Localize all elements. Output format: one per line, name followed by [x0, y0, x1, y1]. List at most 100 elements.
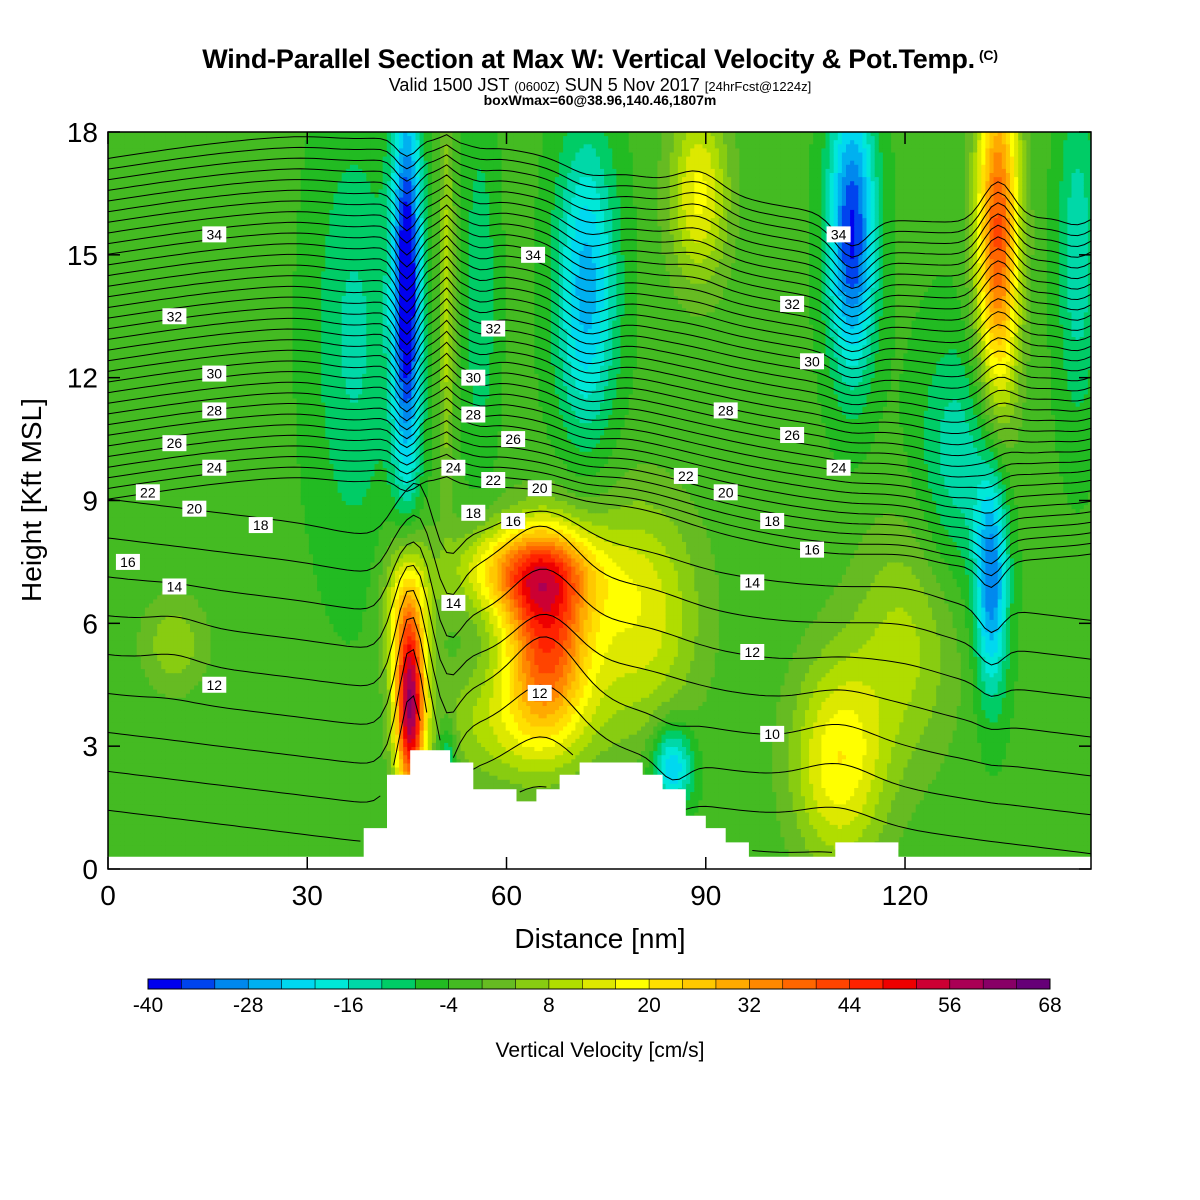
w-cell: [116, 452, 121, 457]
w-cell: [161, 534, 166, 539]
w-cell: [137, 850, 142, 855]
w-cell: [165, 727, 170, 732]
w-cell: [165, 407, 170, 412]
w-cell: [157, 345, 162, 350]
w-cell: [145, 825, 150, 830]
w-cell: [157, 706, 162, 711]
w-cell: [120, 481, 125, 486]
w-cell: [124, 821, 129, 826]
w-cell: [141, 686, 146, 691]
w-cell: [120, 669, 125, 674]
w-cell: [133, 804, 138, 809]
w-cell: [133, 177, 138, 182]
w-cell: [161, 136, 166, 141]
w-cell: [161, 481, 166, 486]
w-cell: [141, 390, 146, 395]
w-cell: [112, 173, 117, 178]
w-cell: [129, 308, 134, 313]
w-cell: [116, 349, 121, 354]
w-cell: [145, 345, 150, 350]
w-cell: [137, 673, 142, 678]
w-cell: [165, 300, 170, 305]
w-cell: [137, 645, 142, 650]
w-cell: [157, 366, 162, 371]
w-cell: [141, 189, 146, 194]
w-cell: [149, 800, 154, 805]
w-cell: [165, 214, 170, 219]
w-cell: [137, 768, 142, 773]
w-cell: [165, 161, 170, 166]
w-cell: [133, 304, 138, 309]
w-cell: [133, 661, 138, 666]
w-cell: [165, 267, 170, 272]
w-cell: [116, 624, 121, 629]
w-cell: [116, 768, 121, 773]
w-cell: [133, 202, 138, 207]
w-cell: [120, 423, 125, 428]
w-cell: [124, 587, 129, 592]
w-cell: [157, 386, 162, 391]
w-cell: [124, 276, 129, 281]
w-cell: [149, 583, 154, 588]
w-cell: [120, 653, 125, 658]
w-cell: [141, 763, 146, 768]
w-cell: [149, 140, 154, 145]
w-cell: [112, 718, 117, 723]
w-cell: [145, 850, 150, 855]
w-cell: [137, 230, 142, 235]
w-cell: [161, 780, 166, 785]
w-cell: [124, 722, 129, 727]
w-cell: [157, 739, 162, 744]
w-cell: [145, 165, 150, 170]
w-cell: [145, 796, 150, 801]
w-cell: [161, 809, 166, 814]
w-cell: [149, 534, 154, 539]
w-cell: [124, 362, 129, 367]
w-cell: [133, 821, 138, 826]
w-cell: [133, 714, 138, 719]
w-cell: [161, 399, 166, 404]
w-cell: [116, 321, 121, 326]
w-cell: [153, 399, 158, 404]
w-cell: [133, 845, 138, 850]
w-cell: [141, 673, 146, 678]
w-cell: [116, 386, 121, 391]
w-cell: [124, 517, 129, 522]
w-cell: [161, 407, 166, 412]
w-cell: [120, 181, 125, 186]
w-cell: [129, 776, 134, 781]
w-cell: [145, 792, 150, 797]
w-cell: [137, 624, 142, 629]
w-cell: [153, 464, 158, 469]
w-cell: [124, 702, 129, 707]
w-cell: [157, 247, 162, 252]
w-cell: [133, 288, 138, 293]
w-cell: [116, 362, 121, 367]
w-cell: [141, 345, 146, 350]
w-cell: [133, 595, 138, 600]
w-cell: [133, 575, 138, 580]
w-cell: [124, 604, 129, 609]
w-cell: [116, 681, 121, 686]
w-cell: [116, 739, 121, 744]
w-cell: [129, 317, 134, 322]
w-cell: [120, 690, 125, 695]
w-cell: [120, 501, 125, 506]
w-cell: [120, 300, 125, 305]
w-cell: [149, 620, 154, 625]
w-cell: [120, 780, 125, 785]
w-cell: [161, 362, 166, 367]
w-cell: [116, 796, 121, 801]
w-cell: [161, 325, 166, 330]
w-cell: [124, 222, 129, 227]
w-cell: [157, 230, 162, 235]
w-cell: [141, 665, 146, 670]
w-cell: [149, 362, 154, 367]
w-cell: [137, 829, 142, 834]
w-cell: [116, 579, 121, 584]
w-cell: [116, 333, 121, 338]
w-cell: [165, 345, 170, 350]
w-cell: [124, 214, 129, 219]
w-cell: [153, 312, 158, 317]
w-cell: [149, 218, 154, 223]
